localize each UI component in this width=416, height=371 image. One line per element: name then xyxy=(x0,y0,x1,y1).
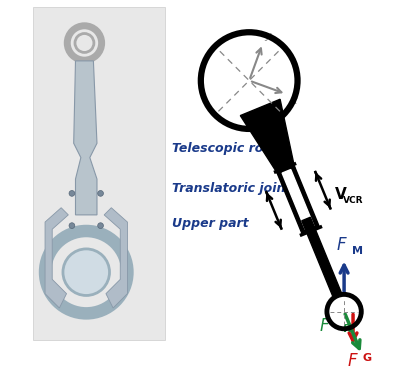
Text: y: y xyxy=(265,31,271,41)
Text: x: x xyxy=(290,96,297,106)
Circle shape xyxy=(98,191,104,196)
Circle shape xyxy=(98,223,104,229)
Text: $\mathit{F}$: $\mathit{F}$ xyxy=(347,352,359,370)
Text: $\mathit{F}$: $\mathit{F}$ xyxy=(319,316,331,335)
Text: R: R xyxy=(343,324,352,334)
Text: Translatoric joint: Translatoric joint xyxy=(172,181,292,194)
Polygon shape xyxy=(277,164,319,234)
FancyBboxPatch shape xyxy=(32,7,165,340)
Text: $\mathit{F}$: $\mathit{F}$ xyxy=(337,236,348,254)
Text: Telescopic rod: Telescopic rod xyxy=(172,142,272,155)
Text: G: G xyxy=(363,353,372,363)
Circle shape xyxy=(69,191,75,196)
Polygon shape xyxy=(45,208,68,308)
Text: Upper part: Upper part xyxy=(172,217,249,230)
Circle shape xyxy=(69,223,75,229)
Text: $\mathbf{V}$: $\mathbf{V}$ xyxy=(334,186,348,202)
Polygon shape xyxy=(240,99,296,180)
Text: M: M xyxy=(352,246,363,256)
Polygon shape xyxy=(282,170,314,229)
Text: VCR: VCR xyxy=(343,196,364,205)
Polygon shape xyxy=(302,217,342,298)
Circle shape xyxy=(63,249,109,295)
Polygon shape xyxy=(104,208,127,308)
Polygon shape xyxy=(74,61,97,215)
